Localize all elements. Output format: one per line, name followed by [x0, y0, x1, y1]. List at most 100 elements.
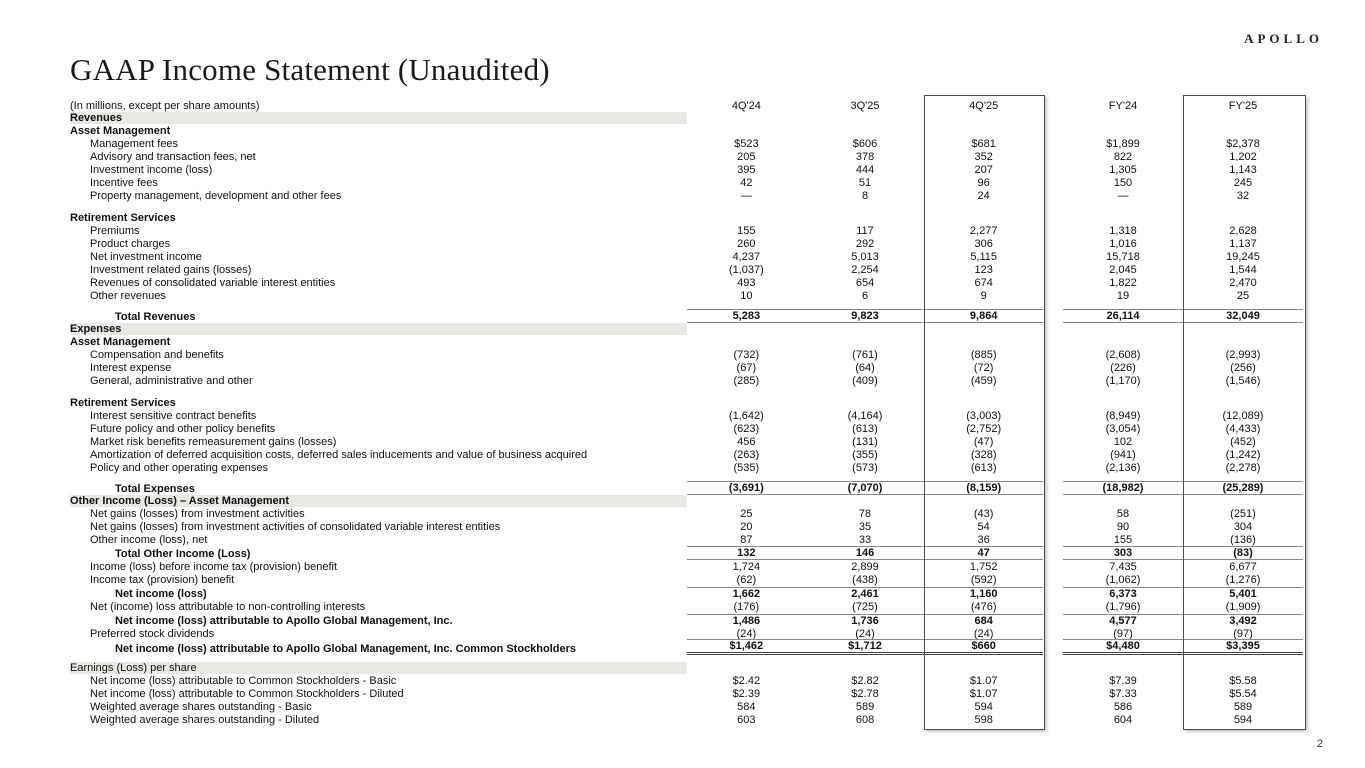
row-label: Amortization of deferred acquisition cos…	[90, 449, 588, 461]
cell-value: 303	[1113, 547, 1133, 559]
cell-value: 378	[855, 151, 875, 163]
row-label: Other revenues	[90, 290, 166, 302]
cell-value: (3,691)	[728, 482, 764, 494]
cell-value: (623)	[733, 423, 760, 435]
row-label: Net gains (losses) from investment activ…	[90, 521, 501, 533]
cell-value: (476)	[970, 601, 997, 613]
table-row: Income (loss) before income tax (provisi…	[70, 560, 1303, 573]
fullyear-values: $1,899 $2,378	[1063, 138, 1303, 150]
cell-value: 1,724	[732, 561, 761, 573]
cell-value: $523	[734, 138, 759, 150]
row-label: Other income (loss), net	[90, 534, 208, 546]
cell-value: $1,899	[1106, 138, 1140, 150]
row-label: Net gains (losses) from investment activ…	[90, 508, 305, 520]
cell-value: 9,823	[851, 310, 879, 322]
cell-value: (136)	[1230, 534, 1256, 546]
fullyear-header-block: FY'24 FY'25	[1063, 100, 1303, 112]
cell-value: 684	[974, 615, 993, 627]
row-label: Policy and other operating expenses	[90, 462, 268, 474]
cell-value: (2,136)	[1105, 462, 1141, 474]
quarterly-values: 603 608 598	[687, 714, 1043, 726]
quarterly-values: 395 444 207	[687, 164, 1043, 176]
cell-value: 2,277	[969, 225, 998, 237]
row-label: Weighted average shares outstanding - Di…	[90, 714, 320, 726]
cell-value: (64)	[855, 362, 875, 374]
row-label: Total Expenses	[115, 483, 195, 495]
table-row: Revenues of consolidated variable intere…	[70, 276, 1303, 289]
quarterly-values: $523 $606 $681	[687, 138, 1043, 150]
table-row: Advisory and transaction fees, net 205 378…	[70, 150, 1303, 163]
cell-value: (12,089)	[1222, 410, 1264, 422]
fullyear-values: (1,170) (1,546)	[1063, 375, 1303, 387]
cell-value: 2,045	[1109, 264, 1137, 276]
cell-value: $660	[971, 640, 996, 652]
cell-value: 150	[1113, 177, 1133, 189]
row-label: Interest expense	[90, 362, 172, 374]
table-row: Market risk benefits remeasurement gains…	[70, 435, 1303, 448]
cell-value: 1,143	[1229, 164, 1257, 176]
cell-value: 589	[855, 701, 875, 713]
cell-value: 604	[1113, 714, 1133, 726]
row-label: Asset Management	[70, 336, 171, 348]
cell-value: 7,435	[1109, 561, 1137, 573]
column-header: FY'24	[1108, 100, 1138, 112]
quarterly-header-block: 4Q'24 3Q'25 4Q'25	[687, 100, 1043, 112]
fullyear-values: 1,318 2,628	[1063, 225, 1303, 237]
table-row: Amortization of deferred acquisition cos…	[70, 448, 1303, 461]
quarterly-values: 493 654 674	[687, 277, 1043, 289]
cell-value: 5,283	[732, 310, 761, 322]
quarterly-values: (176) (725) (476)	[687, 601, 1043, 613]
cell-value: 155	[737, 225, 756, 237]
cell-value: 493	[737, 277, 756, 289]
quarterly-values: 456 (131) (47)	[687, 436, 1043, 448]
cell-value: $2.39	[732, 688, 761, 700]
cell-value: 2,470	[1229, 277, 1257, 289]
quarterly-values: 584 589 594	[687, 701, 1043, 713]
cell-value: 58	[1116, 508, 1130, 520]
fullyear-values: (2,136) (2,278)	[1063, 462, 1303, 474]
row-label: Other Income (Loss) – Asset Management	[70, 495, 687, 507]
fullyear-values: (941) (1,242)	[1063, 449, 1303, 461]
quarterly-values: 1,662 2,461 1,160	[687, 587, 1043, 600]
quarterly-values: (1,642) (4,164) (3,003)	[687, 410, 1043, 422]
table-row: Total Other Income (Loss) 132 146 47 303 (83)	[70, 546, 1303, 560]
income-statement-table: (In millions, except per share amounts) …	[70, 96, 1303, 726]
cell-value: (67)	[736, 362, 757, 374]
cell-value: (47)	[973, 436, 994, 448]
fullyear-values: 102 (452)	[1063, 436, 1303, 448]
quarterly-values: $2.39 $2.78 $1.07	[687, 688, 1043, 700]
cell-value: (4,433)	[1225, 423, 1261, 435]
cell-value: $4,480	[1106, 640, 1140, 652]
quarterly-values: 4,237 5,013 5,115	[687, 251, 1043, 263]
row-label: Compensation and benefits	[90, 349, 224, 361]
cell-value: 1,305	[1109, 164, 1137, 176]
cell-value: (2,752)	[966, 423, 1002, 435]
cell-value: 33	[858, 534, 872, 546]
cell-value: (1,062)	[1105, 574, 1141, 586]
cell-value: (573)	[852, 462, 878, 474]
fullyear-values: 90 304	[1063, 521, 1303, 533]
cell-value: 205	[737, 151, 756, 163]
cell-value: (176)	[733, 601, 760, 613]
cell-value: 594	[974, 701, 993, 713]
row-label: Interest sensitive contract benefits	[90, 410, 257, 422]
cell-value: (24)	[973, 628, 994, 640]
cell-value: 123	[974, 264, 993, 276]
cell-value: 1,736	[851, 615, 879, 627]
cell-value: $3,395	[1226, 640, 1260, 652]
row-label: Net income (loss) attributable to Common…	[90, 688, 404, 700]
cell-value: 36	[977, 534, 990, 546]
table-row: Net income (loss) attributable to Common…	[70, 674, 1303, 687]
row-label: Earnings (Loss) per share	[70, 662, 687, 674]
fullyear-values: 4,577 3,492	[1063, 614, 1303, 627]
fullyear-values: 822 1,202	[1063, 151, 1303, 163]
cell-value: $1,712	[848, 640, 882, 652]
quarterly-values: 87 33 36	[687, 534, 1043, 546]
fullyear-values: — 32	[1063, 190, 1303, 202]
row-label: Investment income (loss)	[90, 164, 213, 176]
table-row: Weighted average shares outstanding - Ba…	[70, 700, 1303, 713]
cell-value: (409)	[852, 375, 878, 387]
cell-value: 292	[855, 238, 875, 250]
fullyear-values: 26,114 32,049	[1063, 309, 1303, 323]
fullyear-values: 586 589	[1063, 701, 1303, 713]
